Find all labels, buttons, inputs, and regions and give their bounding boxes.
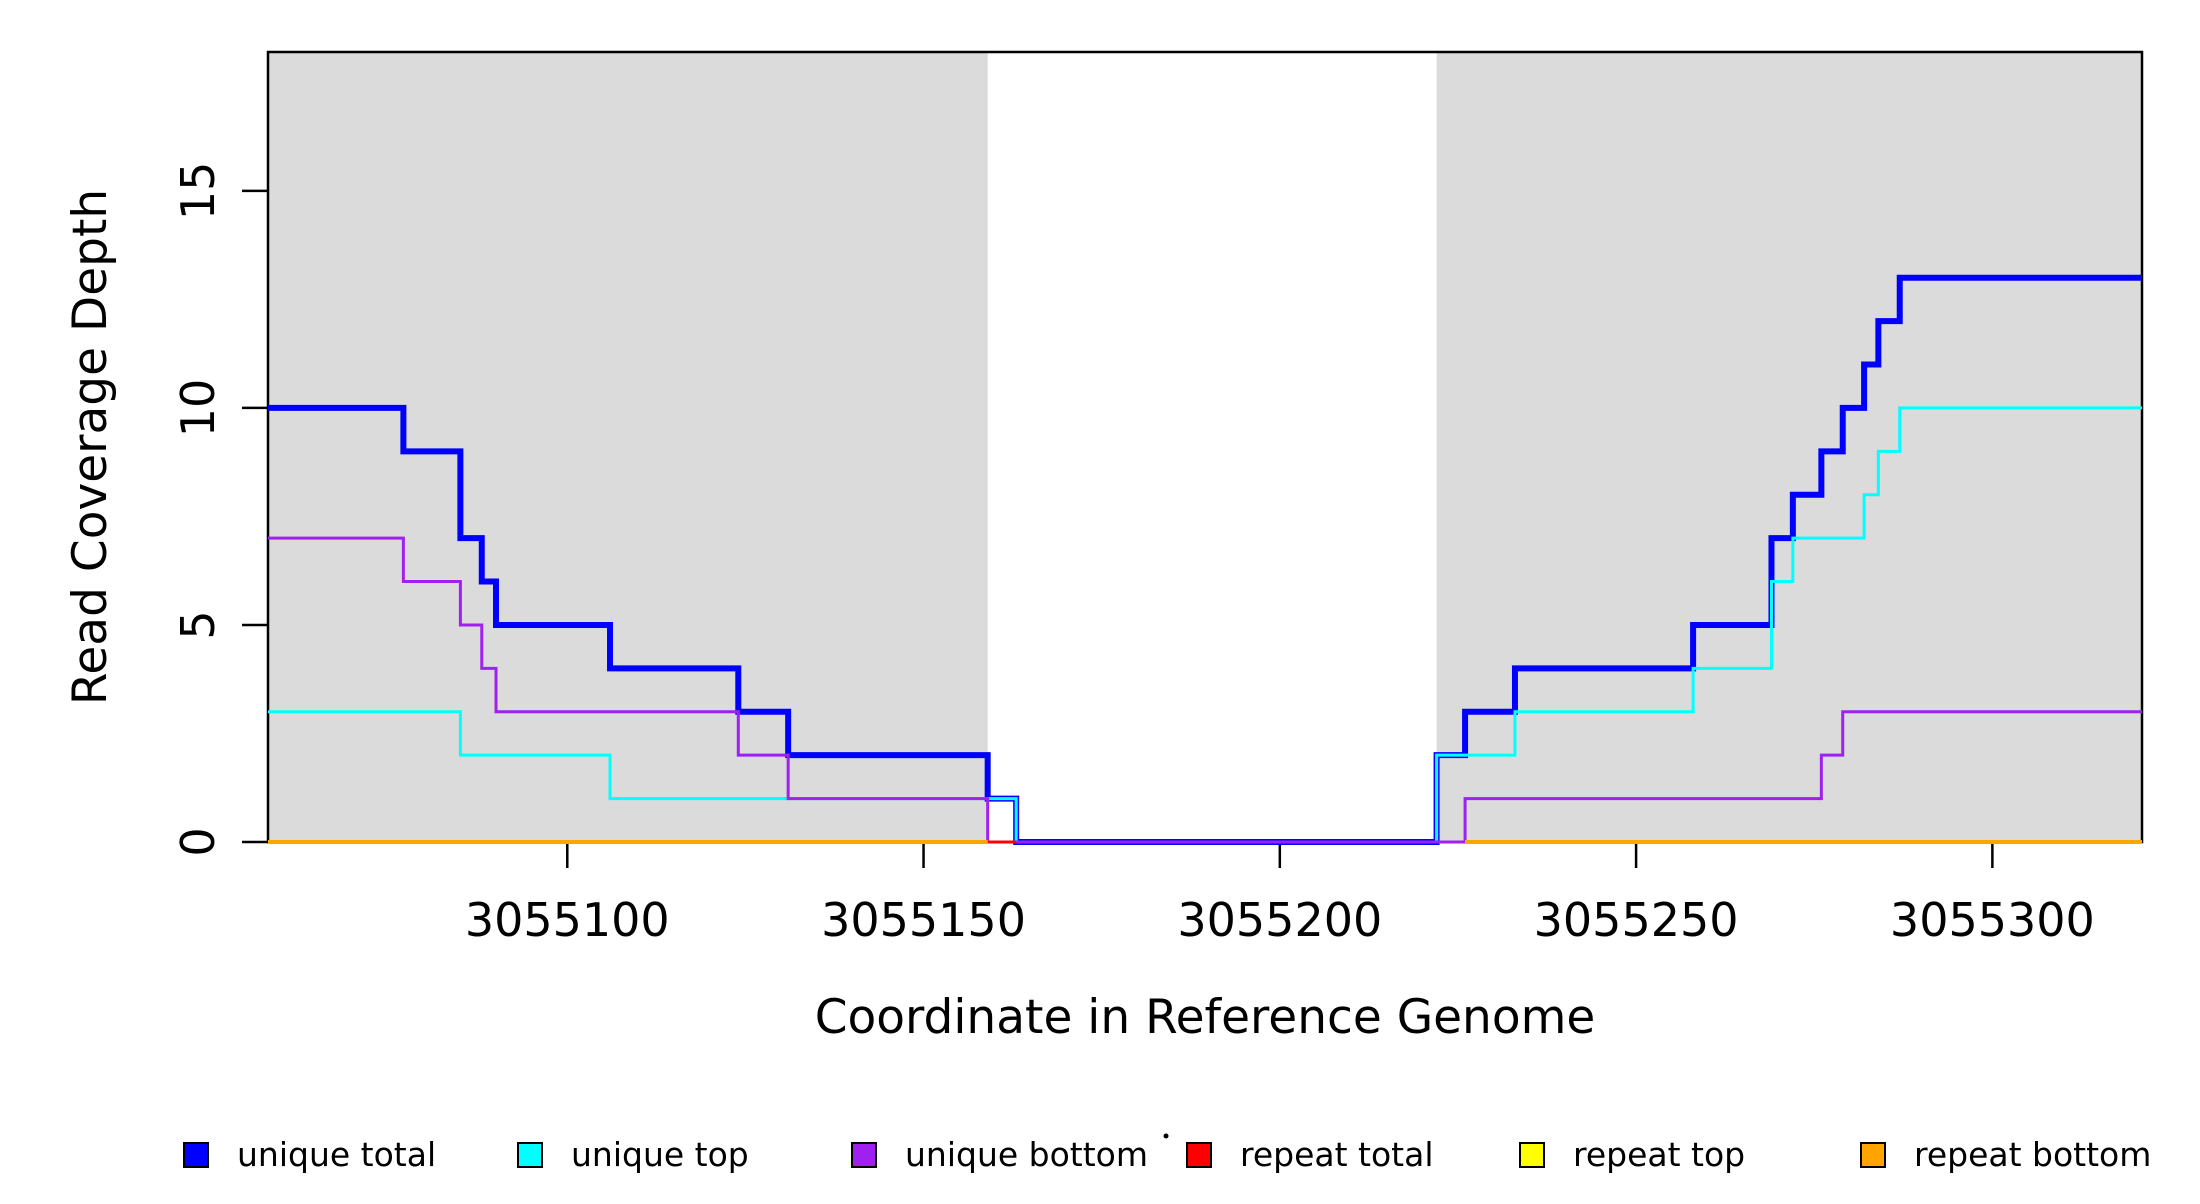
legend-entry-unique-top: unique top: [517, 1135, 749, 1174]
legend-swatch-unique-top: [517, 1142, 543, 1168]
y-axis-title: Read Coverage Depth: [63, 189, 118, 705]
legend-swatch-repeat-total: [1186, 1142, 1212, 1168]
series-unique-top: [268, 406, 2142, 844]
x-tick-label: 3055200: [1177, 893, 1382, 947]
axes-layer: 3055100 3055150 3055200 3055250 3055300 0 5 10 1…: [171, 50, 2144, 1139]
legend-label-unique-total: unique total: [237, 1135, 436, 1174]
series-unique-bottom: [268, 536, 2142, 844]
shaded-regions-layer: [268, 52, 2142, 842]
legend-layer: unique total unique top unique bottom repea…: [183, 1135, 2151, 1174]
legend-entry-repeat-top: repeat top: [1519, 1135, 1745, 1174]
y-tick-label: 10: [171, 379, 225, 438]
series-line-unique-bottom: [268, 536, 2142, 844]
legend-swatch-unique-bottom: [851, 1142, 877, 1168]
stray-dot: [1163, 1133, 1169, 1139]
series-layer: [268, 274, 2142, 845]
legend-label-repeat-bottom: repeat bottom: [1914, 1135, 2151, 1174]
legend-label-repeat-total: repeat total: [1240, 1135, 1434, 1174]
legend-label-unique-bottom: unique bottom: [905, 1135, 1148, 1174]
legend-entry-unique-total: unique total: [183, 1135, 436, 1174]
y-tick-label: 15: [171, 162, 225, 221]
legend-label-repeat-top: repeat top: [1573, 1135, 1745, 1174]
legend-swatch-repeat-top: [1519, 1142, 1545, 1168]
legend-entry-unique-bottom: unique bottom: [851, 1135, 1148, 1174]
x-tick-label: 3055150: [821, 893, 1026, 947]
repeat-region-shading-left-repeat-region: [268, 52, 988, 842]
y-tick-label: 5: [171, 610, 225, 639]
x-tick-label: 3055250: [1534, 893, 1739, 947]
legend-entry-repeat-total: repeat total: [1186, 1135, 1434, 1174]
legend-label-unique-top: unique top: [571, 1135, 749, 1174]
x-tick-label: 3055300: [1890, 893, 2095, 947]
x-tick-label: 3055100: [465, 893, 670, 947]
legend-entry-repeat-bottom: repeat bottom: [1860, 1135, 2151, 1174]
y-tick-label: 0: [171, 827, 225, 856]
x-axis-title: Coordinate in Reference Genome: [815, 990, 1596, 1045]
legend-swatch-unique-total: [183, 1142, 209, 1168]
series-line-unique-top: [268, 406, 2142, 844]
repeat-region-shading-right-repeat-region: [1436, 52, 2142, 842]
legend-swatch-repeat-bottom: [1860, 1142, 1886, 1168]
